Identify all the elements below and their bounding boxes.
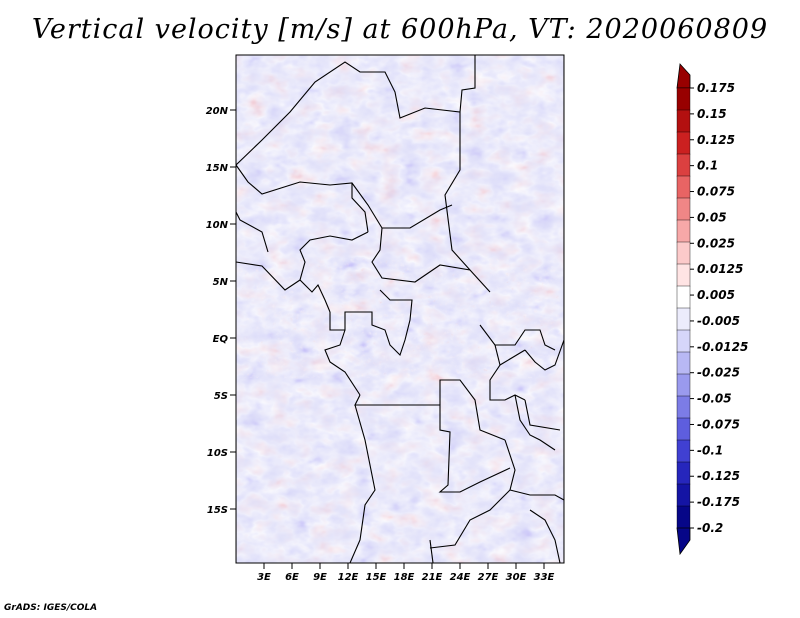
lon-label: 21E bbox=[422, 572, 443, 583]
colorbar-segment bbox=[676, 285, 691, 309]
lat-label: 10N bbox=[206, 220, 229, 231]
lon-label: 33E bbox=[534, 572, 555, 583]
lon-label: 30E bbox=[506, 572, 527, 583]
colorbar: 0.175 0.15 0.125 0.1 0.075 0.05 0.025 0.0125 0.0… bbox=[676, 63, 748, 556]
colorbar-label: 0.025 bbox=[697, 236, 735, 250]
credit-label: GrADS: IGES/COLA bbox=[4, 603, 98, 613]
colorbar-labels: 0.175 0.15 0.125 0.1 0.075 0.05 0.025 0.0125 0.0… bbox=[697, 81, 748, 535]
colorbar-segment bbox=[676, 461, 691, 485]
latitude-axis: 20N 15N 10N 5N EQ 5S 10S 15S bbox=[206, 106, 236, 516]
colorbar-segment bbox=[676, 109, 691, 133]
colorbar-top-cap bbox=[676, 63, 691, 89]
lon-label: 9E bbox=[313, 572, 327, 583]
colorbar-label: -0.125 bbox=[697, 469, 740, 483]
colorbar-segment bbox=[676, 153, 691, 177]
colorbar-segment bbox=[676, 329, 691, 353]
colorbar-label: -0.05 bbox=[697, 392, 732, 406]
lat-label: 5N bbox=[213, 277, 229, 288]
colorbar-label: -0.1 bbox=[697, 443, 723, 457]
colorbar-segment bbox=[676, 483, 691, 507]
lat-label: 15S bbox=[207, 505, 228, 516]
lat-label: 10S bbox=[207, 448, 228, 459]
colorbar-segment bbox=[676, 131, 691, 155]
colorbar-segment bbox=[676, 417, 691, 441]
colorbar-label: -0.2 bbox=[697, 521, 723, 535]
colorbar-label: 0.1 bbox=[697, 159, 718, 173]
lon-label: 6E bbox=[285, 572, 299, 583]
colorbar-label: 0.075 bbox=[697, 185, 735, 199]
colorbar-segment bbox=[676, 351, 691, 375]
country-boundaries bbox=[236, 55, 564, 563]
colorbar-segment bbox=[676, 175, 691, 199]
colorbar-upper-segments bbox=[676, 87, 691, 309]
colorbar-segment bbox=[676, 307, 691, 331]
colorbar-ticks bbox=[690, 87, 694, 529]
colorbar-label: -0.175 bbox=[697, 495, 740, 509]
lon-label: 12E bbox=[338, 572, 359, 583]
map-frame bbox=[235, 54, 565, 564]
colorbar-label: 0.15 bbox=[697, 107, 727, 121]
colorbar-lower-segments bbox=[676, 307, 691, 529]
lat-label: 5S bbox=[214, 391, 228, 402]
page-title: Vertical velocity [m/s] at 600hPa, VT: 2… bbox=[31, 14, 769, 45]
colorbar-bottom-cap bbox=[676, 527, 691, 556]
colorbar-label: -0.075 bbox=[697, 417, 740, 431]
lat-label: 20N bbox=[206, 106, 229, 117]
colorbar-segment bbox=[676, 197, 691, 221]
lon-label: 24E bbox=[450, 572, 471, 583]
lat-label: 15N bbox=[206, 163, 229, 174]
lon-label: 18E bbox=[394, 572, 415, 583]
colorbar-label: -0.0125 bbox=[697, 340, 748, 354]
colorbar-label: 0.125 bbox=[697, 133, 735, 147]
lon-label: 15E bbox=[366, 572, 387, 583]
colorbar-label: -0.025 bbox=[697, 366, 740, 380]
colorbar-label: 0.05 bbox=[697, 210, 727, 224]
colorbar-segment bbox=[676, 263, 691, 287]
colorbar-label: -0.005 bbox=[697, 314, 740, 328]
longitude-axis: 3E 6E 9E 12E 15E 18E 21E 24E 27E 30E 33E bbox=[257, 563, 555, 583]
colorbar-segment bbox=[676, 439, 691, 463]
colorbar-segment bbox=[676, 241, 691, 265]
colorbar-label: 0.0125 bbox=[697, 262, 743, 276]
colorbar-segment bbox=[676, 219, 691, 243]
colorbar-segment bbox=[676, 505, 691, 529]
colorbar-segment bbox=[676, 395, 691, 419]
lat-label: EQ bbox=[213, 334, 229, 345]
colorbar-segment bbox=[676, 373, 691, 397]
lon-label: 3E bbox=[257, 572, 271, 583]
colorbar-label: 0.005 bbox=[697, 288, 735, 302]
lon-label: 27E bbox=[478, 572, 499, 583]
vertical-velocity-field bbox=[236, 55, 564, 563]
colorbar-label: 0.175 bbox=[697, 81, 735, 95]
colorbar-segment bbox=[676, 87, 691, 111]
